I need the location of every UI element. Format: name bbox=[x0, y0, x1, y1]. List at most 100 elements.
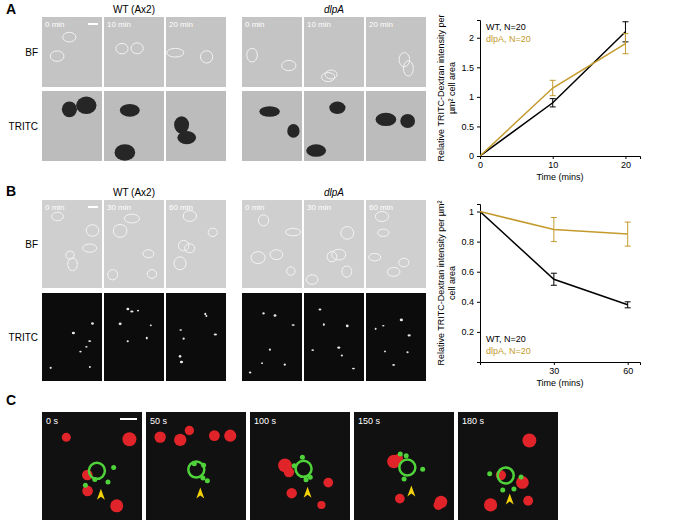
image-blob bbox=[323, 478, 333, 488]
image-frame bbox=[366, 200, 426, 288]
image-blob bbox=[403, 61, 413, 76]
y-tick: 0.5 bbox=[461, 122, 480, 132]
y-axis-line bbox=[477, 21, 481, 157]
error-bar-cap bbox=[625, 222, 631, 223]
image bbox=[166, 293, 226, 381]
error-bar-cap bbox=[550, 98, 556, 99]
error-bar-cap bbox=[551, 241, 557, 242]
image-blob bbox=[249, 372, 252, 374]
image-blob bbox=[306, 275, 318, 285]
x-axis: 01020 bbox=[478, 156, 641, 170]
image-blob bbox=[63, 32, 76, 42]
image-frame bbox=[42, 91, 102, 161]
image-frame bbox=[166, 91, 226, 161]
image-blob bbox=[62, 101, 77, 117]
image-blob bbox=[282, 60, 296, 70]
image-blob bbox=[131, 43, 143, 54]
image-blob bbox=[308, 475, 313, 480]
image-blob bbox=[79, 351, 81, 353]
image: 180 s bbox=[458, 412, 558, 520]
y-tick-mark bbox=[477, 332, 480, 333]
image-frame bbox=[104, 200, 164, 288]
image-panel-a: BFTRITCWT (Ax2)0 min10 min20 mindlpA0 mi… bbox=[9, 4, 426, 161]
image-frame bbox=[146, 412, 246, 520]
image-frame bbox=[242, 293, 302, 381]
image-panel-c: 0 s50 s100 s150 s180 s bbox=[42, 412, 558, 520]
image-blob bbox=[91, 322, 94, 325]
x-axis-title: Time (mins) bbox=[536, 378, 583, 388]
image-blob bbox=[50, 51, 64, 61]
image-blob bbox=[406, 351, 408, 353]
y-tick: 2 bbox=[469, 33, 480, 43]
image-blob bbox=[420, 467, 425, 472]
y-tick-label: 0 bbox=[469, 151, 474, 161]
time-label: 100 s bbox=[254, 416, 277, 426]
image-blob bbox=[83, 483, 88, 488]
x-tick: 10 bbox=[548, 156, 558, 170]
time-label: 0 min bbox=[45, 203, 65, 212]
arrowhead bbox=[97, 489, 105, 500]
image-blob bbox=[402, 476, 407, 481]
y-tick: 0.8 bbox=[461, 237, 480, 247]
image-blob bbox=[262, 312, 264, 314]
x-tick-mark bbox=[628, 362, 629, 365]
error-bar-stem bbox=[627, 222, 628, 246]
image-blob bbox=[180, 361, 183, 364]
image-blob bbox=[287, 124, 299, 138]
x-axis-line bbox=[481, 157, 641, 160]
error-bar-cap bbox=[550, 80, 556, 81]
y-tick-label: 0.5 bbox=[461, 122, 474, 132]
error-bar-cap bbox=[622, 21, 628, 22]
image-blob bbox=[523, 496, 533, 506]
y-tick: 0.6 bbox=[461, 267, 480, 277]
image: 20 min bbox=[366, 17, 426, 87]
image-blob bbox=[434, 500, 444, 510]
image-blob bbox=[399, 53, 410, 67]
image-blob bbox=[522, 434, 536, 448]
image-blob bbox=[519, 475, 524, 480]
image-blob bbox=[286, 488, 296, 498]
image-blob bbox=[500, 488, 505, 493]
y-tick-mark bbox=[477, 67, 480, 68]
y-tick: 0.4 bbox=[461, 297, 480, 307]
image-blob bbox=[319, 308, 322, 310]
arrowhead bbox=[196, 488, 204, 499]
y-axis: 00.511.52 bbox=[461, 21, 480, 162]
error-bar-cap bbox=[625, 307, 631, 308]
row-label: TRITC bbox=[9, 121, 38, 132]
series-line bbox=[480, 32, 625, 156]
error-bar-cap bbox=[551, 273, 557, 274]
image bbox=[242, 91, 302, 161]
image-blob bbox=[147, 270, 156, 279]
y-tick: 1 bbox=[469, 207, 480, 217]
image-blob bbox=[332, 249, 346, 260]
image-blob bbox=[311, 349, 314, 351]
image-frame bbox=[366, 293, 426, 381]
image-blob bbox=[205, 315, 207, 317]
legend-entry: dlpA, N=20 bbox=[486, 34, 531, 44]
time-label: 20 min bbox=[169, 20, 193, 29]
image-blob bbox=[247, 48, 258, 62]
image-frame bbox=[304, 293, 364, 381]
image: 50 s bbox=[146, 412, 246, 520]
image-blob bbox=[89, 366, 91, 368]
image: 0 min bbox=[242, 17, 302, 87]
image-blob bbox=[105, 480, 110, 485]
time-label: 0 min bbox=[45, 20, 65, 29]
image-blob bbox=[214, 333, 217, 335]
row-label: TRITC bbox=[9, 332, 38, 343]
image-blob bbox=[259, 106, 280, 117]
image-blob bbox=[323, 323, 325, 326]
error-bar bbox=[625, 302, 631, 308]
error-bar bbox=[550, 80, 556, 95]
image-blob bbox=[224, 430, 236, 442]
y-tick: 0.2 bbox=[461, 327, 480, 337]
scale-bar bbox=[88, 206, 98, 208]
error-bar bbox=[622, 34, 628, 54]
y-tick-label: 0.6 bbox=[461, 267, 474, 277]
x-tick: 60 bbox=[623, 362, 633, 376]
panel-letter: C bbox=[6, 392, 16, 408]
image-blob bbox=[322, 73, 335, 82]
time-label: 0 s bbox=[46, 416, 59, 426]
image-blob bbox=[200, 476, 205, 481]
